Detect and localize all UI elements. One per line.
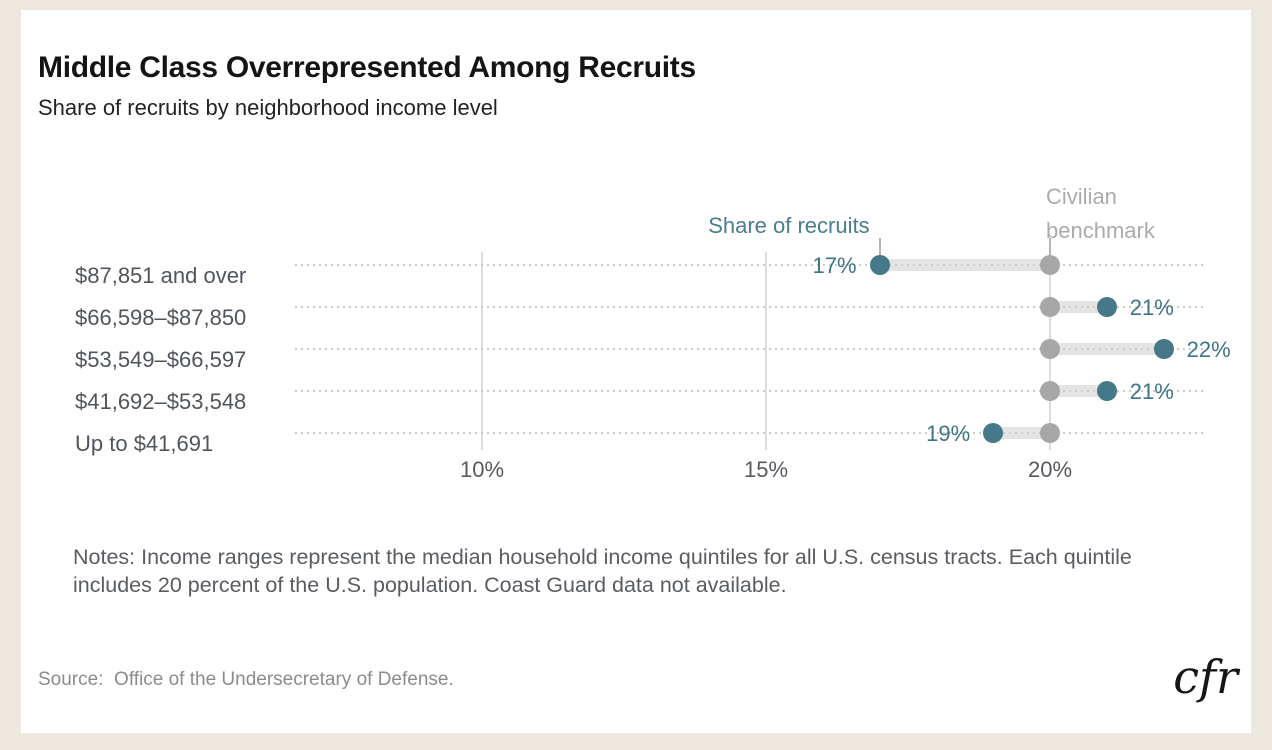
series-label-benchmark: Civilian benchmark [1046,184,1155,243]
recruit-dot [1096,297,1117,317]
recruit-dot [1096,381,1117,401]
benchmark-dot [1040,297,1060,317]
gridline-10% [481,252,483,450]
benchmark-dot [1040,381,1060,401]
value-label: 21% [1129,295,1174,320]
dumbbell-chart: 10% 15% 20% $87,851 and over 17% $66,598–$87,… [21,10,1251,530]
recruit-dot [1153,339,1174,359]
category-label: Up to $41,691 [75,431,214,456]
value-label: 22% [1186,337,1231,362]
row-dotted-line [295,348,1205,350]
chart-title: Middle Class Overrepresented Among Recru… [38,51,696,84]
gridline-15% [765,252,767,450]
benchmark-leader-line [1049,238,1051,256]
benchmark-dot [1040,339,1060,359]
value-label: 17% [812,253,857,278]
category-label: $53,549–$66,597 [75,347,247,372]
chart-card: Middle Class Overrepresented Among Recru… [21,10,1251,733]
category-label: $41,692–$53,548 [75,389,247,414]
recruits-leader-line [878,238,881,256]
row-dotted-line [295,390,1205,392]
x-tick-label: 20% [1027,457,1073,482]
x-tick-label: 10% [459,457,505,482]
value-label: 19% [926,421,971,446]
category-label: $66,598–$87,850 [75,305,247,330]
category-label: $87,851 and over [75,263,247,288]
value-label: 21% [1129,379,1174,404]
row-dotted-line [295,432,1205,434]
series-label-recruits: Share of recruits [708,213,870,238]
cfr-logo: cfr [1173,650,1238,704]
x-tick-label: 15% [743,457,789,482]
row-dotted-line [295,306,1205,308]
chart-subtitle: Share of recruits by neighborhood income… [38,95,498,120]
chart-notes: Notes: Income ranges represent the media… [73,545,1132,597]
recruit-dot [983,423,1004,443]
row-dotted-line [295,264,1205,266]
recruit-dot [869,255,890,275]
chart-source: Source: Office of the Undersecretary of … [38,669,454,690]
benchmark-dot [1040,255,1060,275]
benchmark-dot [1040,423,1060,443]
